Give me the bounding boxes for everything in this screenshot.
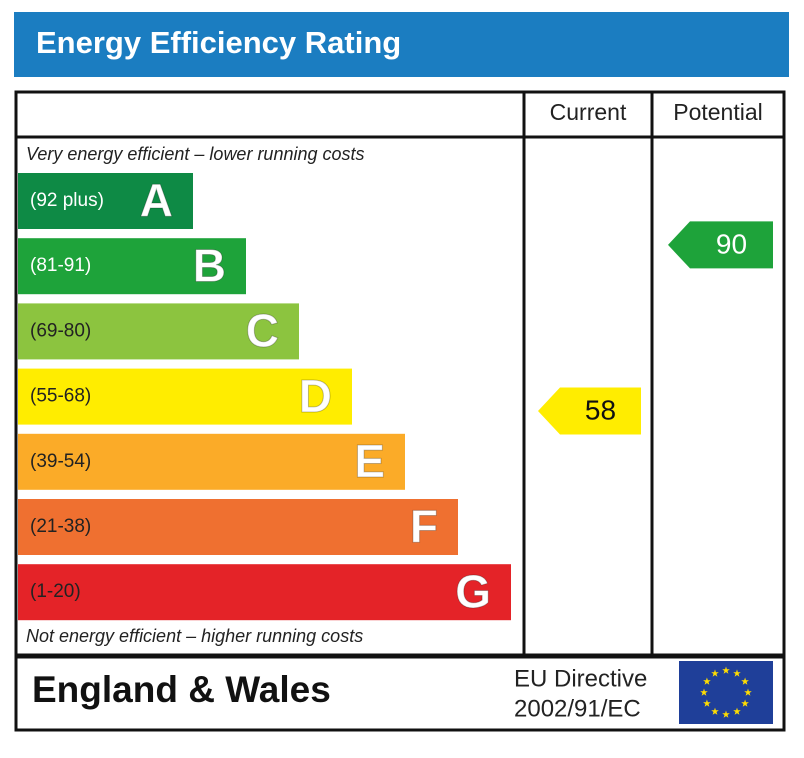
band-range: (55-68) [30,386,91,407]
directive: 2002/91/EC [514,695,641,722]
header-potential: Potential [673,99,763,125]
title: Energy Efficiency Rating [36,25,401,60]
eu-stars [700,666,752,718]
star [703,699,711,707]
rating-value: 90 [716,228,747,259]
header-current: Current [550,99,627,125]
band-bar [18,173,193,229]
bottom-note: Not energy efficient – higher running co… [26,626,363,646]
band-range: (1-20) [30,581,81,602]
band-letter: G [455,565,491,617]
band-range: (69-80) [30,320,91,341]
band-range: (81-91) [30,255,91,276]
rating-arrow [668,221,773,269]
star [711,669,719,677]
band-letter: F [410,500,438,552]
star [741,677,749,685]
star [733,669,741,677]
star [733,707,741,715]
band-bar [18,303,299,360]
star [711,707,719,715]
band-letter: C [246,305,279,357]
footer-region: England & Wales [32,669,331,710]
star [700,688,708,696]
band-letter: A [140,174,173,226]
rating-value: 58 [585,394,616,425]
band-letter: E [354,435,385,487]
main-frame [14,90,786,657]
footer-frame [14,655,786,732]
title-bar [14,12,789,77]
band-range: (92 plus) [30,190,104,211]
band-bar [18,433,405,490]
star [744,688,752,696]
band-range: (39-54) [30,451,91,472]
star [722,666,730,674]
star [703,677,711,685]
band-bar [18,368,352,425]
band-bar [18,499,458,555]
band-bar [18,564,511,621]
band-range: (21-38) [30,516,91,537]
rating-arrow [538,387,641,435]
band-bar [18,238,246,295]
band-letter: B [193,239,226,291]
top-note: Very energy efficient – lower running co… [26,144,365,164]
star [741,699,749,707]
star [722,710,730,718]
directive: EU Directive [514,665,647,692]
band-letter: D [299,370,332,422]
